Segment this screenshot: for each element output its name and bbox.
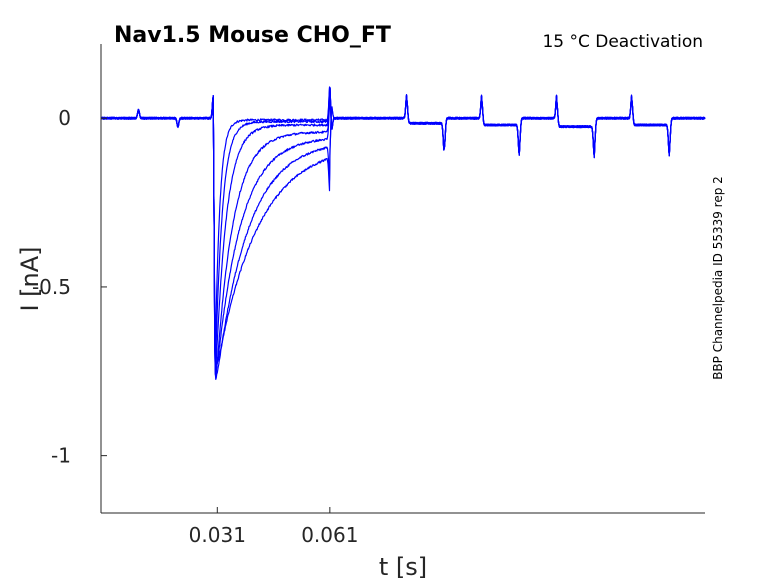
trace-line-7 [100, 94, 706, 369]
chart-title: Nav1.5 Mouse CHO_FT [114, 23, 391, 48]
y-ticks: 0 -0.5 -1 [32, 106, 107, 468]
y-axis-label: I [nA] [16, 246, 44, 311]
y-tick-label: 0 [58, 106, 71, 130]
x-axis-label: t [s] [379, 553, 427, 581]
chart-subtitle: 15 °C Deactivation [542, 32, 703, 52]
x-ticks: 0.031 0.061 [189, 507, 358, 547]
y-tick-label: -1 [51, 444, 71, 468]
trace-line-4 [100, 86, 706, 378]
traces-group [100, 86, 706, 380]
x-tick-label: 0.061 [301, 523, 358, 547]
trace-line-3 [100, 87, 706, 371]
trace-line-2 [100, 87, 706, 362]
y-tick-label: -0.5 [32, 275, 71, 299]
trace-line-5 [100, 87, 706, 376]
x-tick-label: 0.031 [189, 523, 246, 547]
trace-line-6 [100, 94, 706, 380]
side-label: BBP Channelpedia ID 55339 rep 2 [711, 176, 725, 380]
trace-line-1 [100, 86, 706, 345]
